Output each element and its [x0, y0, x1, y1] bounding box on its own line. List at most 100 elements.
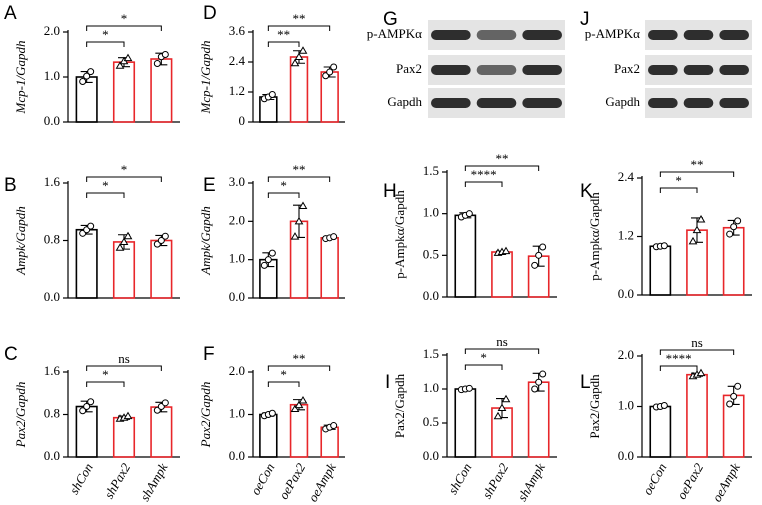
data-point	[268, 409, 276, 417]
y-tick-label: 2.4	[618, 169, 635, 184]
y-tick-label: 0.0	[618, 448, 634, 463]
y-axis-label: Pax2/Gapdh	[392, 373, 407, 438]
blot-band	[648, 98, 678, 108]
data-point	[734, 217, 742, 225]
data-point	[161, 51, 169, 58]
x-tick-label: oePax2	[276, 460, 309, 502]
data-point	[539, 243, 547, 251]
data-point	[83, 72, 91, 80]
y-tick-label: 0.0	[618, 286, 634, 301]
data-point	[157, 237, 165, 244]
y-axis-label: Ampk/Gapdh	[13, 206, 28, 276]
y-tick-label: 2.0	[44, 23, 60, 38]
data-point	[493, 411, 503, 420]
significance-label: ****	[666, 351, 692, 366]
data-point	[268, 91, 276, 98]
y-tick-label: 2.0	[229, 363, 245, 378]
panel-label: J	[580, 9, 590, 30]
y-axis-label: Pax2/Gapdh	[198, 382, 213, 449]
blot-label: Pax2	[396, 61, 422, 76]
significance-label: **	[691, 157, 704, 172]
y-tick-label: 1.0	[618, 397, 634, 412]
data-point	[298, 46, 308, 54]
significance-label: *	[102, 178, 109, 193]
blot-band	[522, 65, 562, 75]
blot-band	[522, 30, 562, 40]
x-tick-label: shPax2	[101, 460, 133, 501]
bar	[112, 61, 136, 123]
significance-label: *	[102, 367, 109, 382]
blot-band	[431, 30, 471, 40]
data-point	[688, 236, 698, 245]
data-point	[83, 403, 91, 411]
panel-label: F	[203, 344, 215, 365]
data-point	[330, 63, 338, 71]
significance-bracket	[464, 364, 503, 370]
panel-label: I	[385, 372, 390, 393]
bar	[527, 381, 550, 458]
panel-label: K	[580, 181, 593, 202]
data-point	[294, 52, 304, 60]
panel-label: L	[580, 372, 591, 393]
panel-label: B	[4, 175, 17, 196]
data-point	[161, 232, 169, 240]
data-point	[531, 261, 539, 269]
blot-band	[683, 98, 714, 108]
blot-band	[719, 30, 749, 40]
blot-band	[522, 98, 562, 108]
y-tick-label: 3.6	[229, 23, 246, 38]
bar	[289, 56, 309, 123]
data-point	[326, 68, 334, 76]
bar	[150, 406, 173, 458]
data-point	[298, 201, 308, 209]
panel-label: C	[4, 344, 18, 365]
x-tick-label: oeCon	[248, 460, 278, 497]
data-point	[268, 249, 276, 257]
bar	[649, 245, 672, 296]
data-point	[465, 210, 473, 218]
panel-label: E	[203, 175, 216, 196]
significance-bracket	[464, 181, 503, 187]
data-point	[290, 232, 300, 240]
y-tick-label: 0.8	[44, 231, 60, 246]
y-axis-label: Pax2/Gapdh	[587, 374, 602, 439]
blot-band	[476, 65, 517, 75]
data-point	[119, 237, 129, 245]
data-point	[726, 400, 734, 408]
bar	[491, 251, 513, 298]
significance-bracket	[267, 41, 300, 47]
data-point	[330, 233, 338, 241]
x-tick-label: oeCon	[640, 460, 670, 497]
x-tick-label: shPax2	[479, 460, 511, 501]
significance-bracket	[267, 192, 300, 198]
data-point	[730, 392, 738, 400]
significance-bracket	[86, 41, 125, 47]
bar	[75, 76, 98, 123]
significance-label: ns	[118, 351, 130, 366]
y-tick-label: 0.0	[423, 448, 439, 463]
data-point	[660, 401, 668, 409]
y-axis-label: Ampk/Gapdh	[198, 206, 213, 276]
significance-label: **	[496, 151, 509, 166]
bar	[649, 405, 672, 458]
x-tick-label: oePax2	[674, 460, 707, 502]
bar	[75, 228, 98, 299]
bar	[320, 71, 339, 123]
bar	[150, 239, 173, 299]
bar	[259, 413, 278, 458]
data-point	[539, 370, 547, 378]
significance-label: **	[293, 162, 306, 177]
y-tick-label: 0.8	[44, 405, 60, 420]
data-point	[161, 399, 169, 407]
blot-band	[719, 65, 749, 75]
significance-label: *	[280, 367, 287, 382]
data-point	[660, 242, 668, 250]
panel-label: G	[383, 9, 398, 30]
significance-bracket	[267, 381, 300, 387]
bar	[112, 416, 136, 458]
y-tick-label: 1.2	[618, 227, 634, 242]
significance-bracket	[86, 25, 162, 31]
data-point	[535, 251, 543, 259]
significance-label: *	[121, 162, 128, 177]
